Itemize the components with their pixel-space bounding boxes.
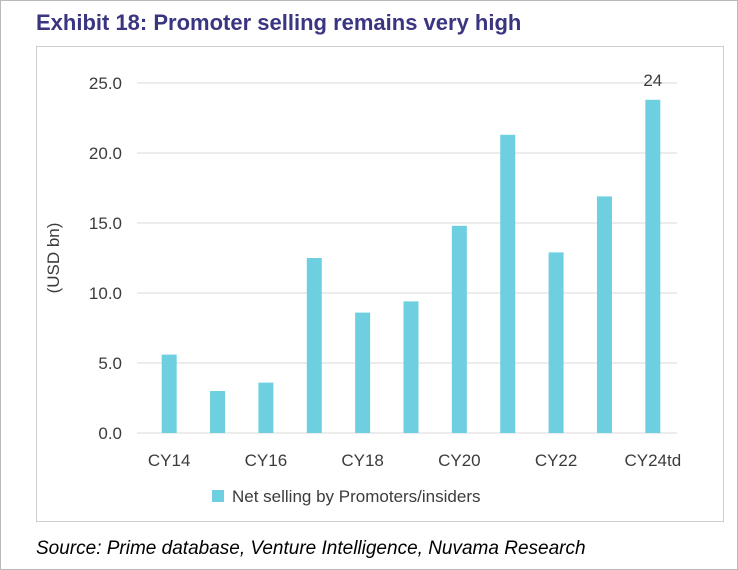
bar-cy16 — [258, 382, 274, 433]
legend: Net selling by Promoters/insiders — [212, 487, 480, 506]
source-note: Source: Prime database, Venture Intellig… — [36, 538, 586, 559]
x-tick-label: CY18 — [341, 451, 384, 470]
bars — [161, 99, 661, 434]
exhibit-title: Exhibit 18: Promoter selling remains ver… — [36, 10, 522, 35]
x-tick-label: CY20 — [438, 451, 481, 470]
bar-cy22 — [548, 252, 564, 433]
bar-cy23 — [596, 196, 612, 433]
y-tick-label: 25.0 — [89, 74, 122, 93]
bar-cy20 — [451, 225, 467, 433]
y-tick-label: 0.0 — [98, 424, 122, 443]
chart-container: 0.0 5.0 10.0 15.0 20.0 25.0 CY14 CY16 CY18 CY20 C… — [36, 46, 724, 522]
y-tick-label: 5.0 — [98, 354, 122, 373]
gridlines — [137, 82, 677, 434]
data-labels: 24 — [643, 71, 662, 90]
bar-chart: 0.05.010.015.020.025.0 CY14 CY16 CY18 CY20 C… — [44, 71, 681, 506]
bar-cy21 — [500, 134, 516, 434]
legend-swatch — [212, 490, 224, 502]
x-tick-label: CY16 — [245, 451, 288, 470]
y-axis-ticks: 0.0 5.0 10.0 15.0 20.0 25.0 — [89, 74, 122, 443]
legend-label: Net selling by Promoters/insiders — [232, 487, 480, 506]
y-tick-label: 15.0 — [89, 214, 122, 233]
x-tick-label: CY24td — [624, 451, 681, 470]
bar-cy18 — [355, 312, 371, 433]
bar-cy14 — [161, 354, 177, 433]
bar-cy17 — [306, 258, 322, 433]
bar-cy15 — [210, 391, 226, 433]
x-axis-ticks: CY14 CY16 CY18 CY20 CY22 CY24td — [148, 451, 681, 470]
x-tick-label: CY14 — [148, 451, 191, 470]
bar-cy24td — [645, 99, 661, 434]
y-axis-title: (USD bn) — [44, 223, 63, 294]
x-tick-label: CY22 — [535, 451, 578, 470]
data-label: 24 — [643, 71, 662, 90]
y-tick-label: 10.0 — [89, 284, 122, 303]
bar-cy19 — [403, 301, 419, 433]
y-tick-label: 20.0 — [89, 144, 122, 163]
